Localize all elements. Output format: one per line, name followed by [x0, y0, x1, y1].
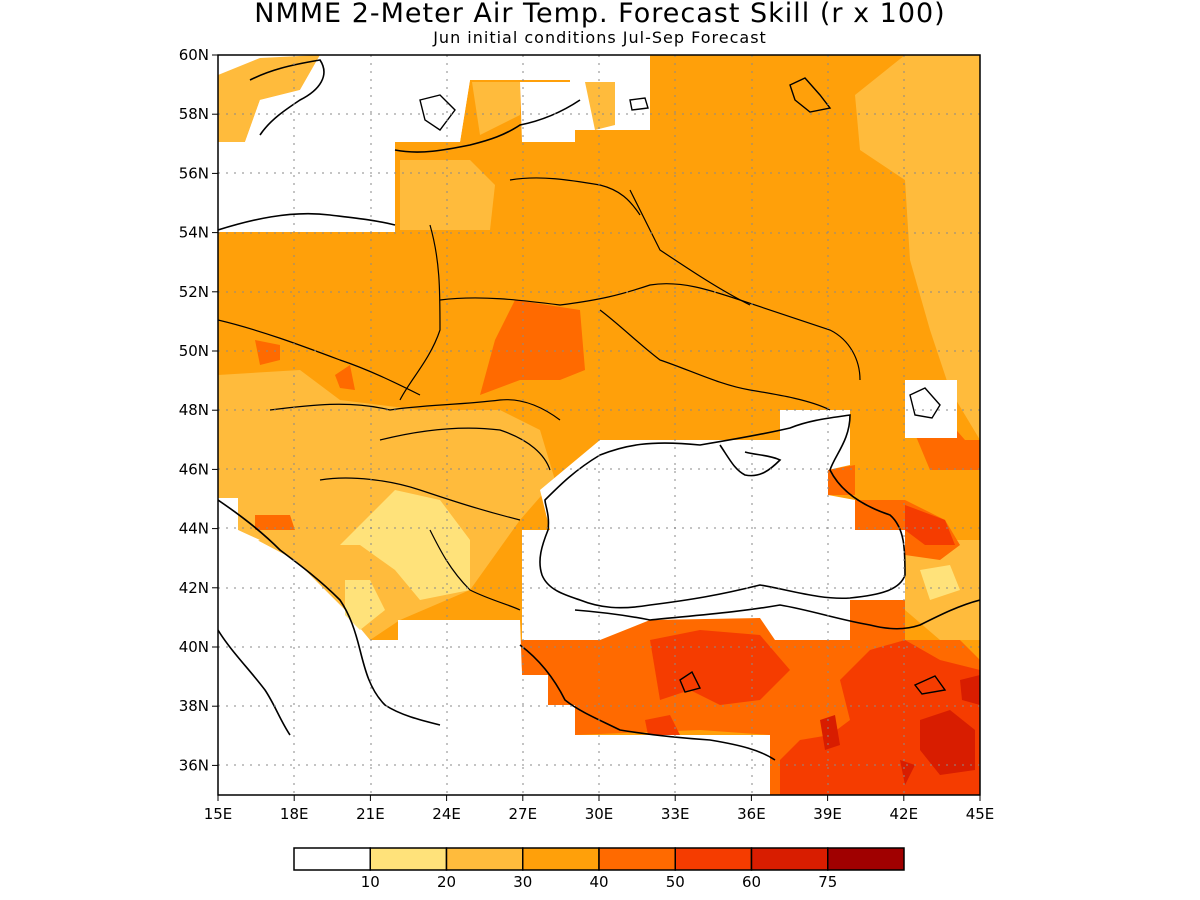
colorbar-label: 10: [361, 873, 380, 891]
lon-tick-label: 15E: [204, 805, 233, 823]
lat-tick-label: 46N: [179, 460, 209, 478]
lon-tick-label: 45E: [966, 805, 995, 823]
skill-10-20: [340, 490, 960, 630]
colorbar: 10 20 30 40 50 60 75: [293, 847, 905, 891]
colorbar-swatch: [750, 847, 829, 871]
coastlines: [218, 59, 980, 761]
colorbar-swatch: [522, 847, 600, 871]
lat-tick-label: 54N: [179, 224, 209, 242]
map-subtitle: Jun initial conditions Jul-Sep Forecast: [433, 28, 767, 47]
colorbar-swatch: [827, 847, 905, 871]
colorbar-label: 30: [513, 873, 532, 891]
colorbar-label: 60: [742, 873, 761, 891]
skill-field: [218, 55, 980, 795]
colorbar-swatch: [598, 847, 676, 871]
lat-tick-label: 38N: [179, 697, 209, 715]
colorbar-label: 20: [437, 873, 456, 891]
lat-tick-label: 52N: [179, 283, 209, 301]
lat-tick-label: 50N: [179, 342, 209, 360]
colorbar-label: 40: [589, 873, 608, 891]
map-title: NMME 2-Meter Air Temp. Forecast Skill (r…: [254, 0, 946, 29]
lat-tick-label: 42N: [179, 579, 209, 597]
lat-tick-label: 40N: [179, 638, 209, 656]
lon-tick-label: 36E: [737, 805, 766, 823]
colorbar-swatch: [369, 847, 448, 871]
lon-tick-label: 27E: [509, 805, 538, 823]
lon-tick-label: 24E: [432, 805, 461, 823]
colorbar-swatch: [293, 847, 371, 871]
lon-tick-label: 21E: [356, 805, 385, 823]
colorbar-swatch: [674, 847, 753, 871]
lon-tick-label: 18E: [280, 805, 309, 823]
borders: [218, 177, 861, 611]
colorbar-swatch: [445, 847, 524, 871]
lat-tick-label: 58N: [179, 105, 209, 123]
lat-tick-label: 36N: [179, 756, 209, 774]
lat-tick-label: 56N: [179, 164, 209, 182]
lat-tick-label: 48N: [179, 401, 209, 419]
axis-ticks: 60N 58N 56N 54N 52N 50N 48N 46N 44N 42N 40N 38N 36N 1…: [179, 46, 995, 823]
lat-tick-label: 60N: [179, 46, 209, 64]
gridlines: [218, 55, 980, 795]
skill-60-75: [820, 675, 980, 785]
lat-tick-label: 44N: [179, 520, 209, 538]
lon-tick-label: 33E: [661, 805, 690, 823]
colorbar-label: 75: [818, 873, 837, 891]
lon-tick-label: 39E: [813, 805, 842, 823]
lon-tick-label: 42E: [890, 805, 919, 823]
lon-tick-label: 30E: [585, 805, 614, 823]
colorbar-label: 50: [666, 873, 685, 891]
